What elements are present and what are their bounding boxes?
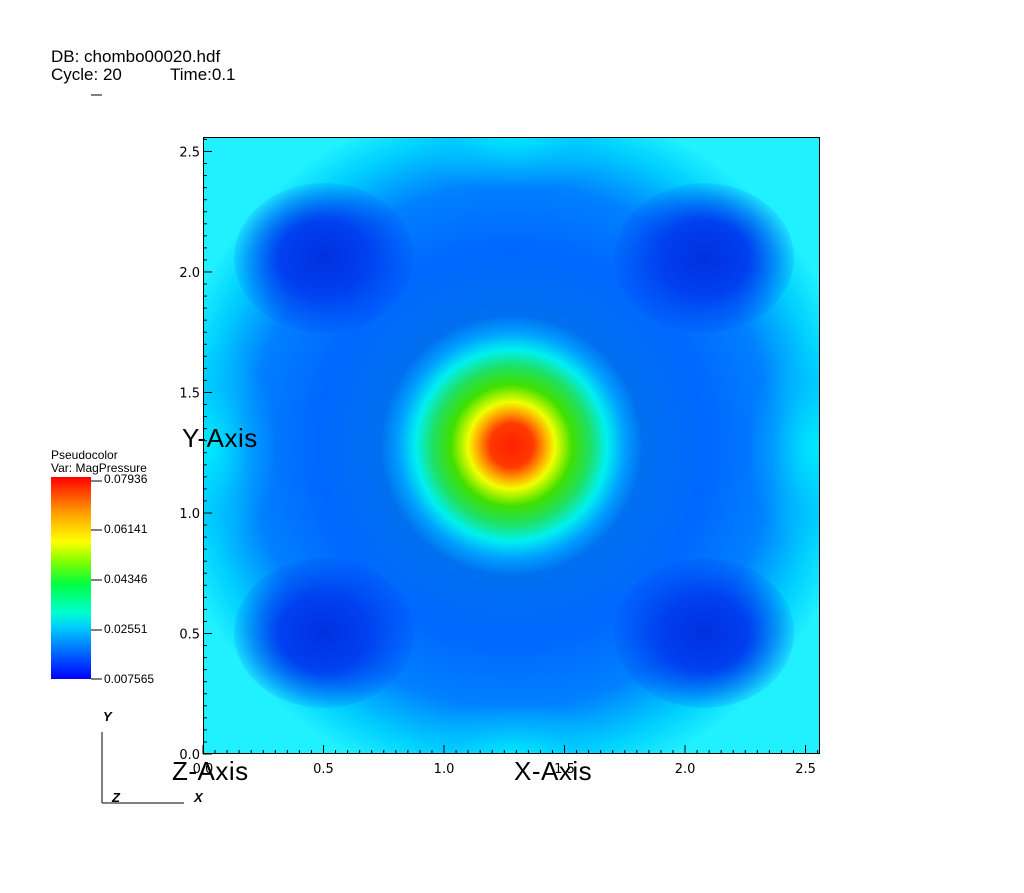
triad-z-label: Z (112, 790, 120, 805)
y-tick-label: 0.5 (179, 627, 200, 642)
low-region-top-left (234, 183, 414, 333)
legend-title: Pseudocolor (51, 448, 118, 462)
legend-variable: Var: MagPressure (51, 461, 147, 475)
glow-right (751, 348, 819, 548)
glow-top (414, 138, 614, 188)
colorbar-label: 0.06141 (104, 522, 148, 536)
colorbar-label-max: 0.07936 (104, 472, 148, 486)
glow-bottom (414, 705, 614, 753)
y-tick-label: 1.5 (179, 386, 200, 401)
x-tick-label: 0.5 (313, 762, 334, 777)
y-tick-label: 1.0 (179, 507, 200, 522)
colorbar-label: 0.04346 (104, 572, 148, 586)
x-tick-label: 2.5 (795, 762, 816, 777)
low-region-top-right (614, 183, 794, 333)
colorbar (51, 477, 91, 679)
y-axis-title: Y-Axis (182, 423, 258, 453)
triad-y-label: Y (103, 709, 112, 724)
z-axis-title: Z-Axis (172, 756, 249, 786)
pseudocolor-plot[interactable] (203, 137, 820, 754)
x-tick-label: 1.0 (434, 762, 455, 777)
y-tick-label: 2.5 (179, 145, 200, 160)
glow-left (204, 348, 274, 548)
cycle-label: Cycle: 20 (51, 65, 122, 84)
y-tick-label: 2.0 (179, 266, 200, 281)
low-region-bottom-left (234, 558, 414, 708)
time-label: Time:0.1 (170, 65, 236, 84)
database-label: DB: chombo00020.hdf (51, 47, 221, 66)
colorbar-label-min: 0.007565 (104, 672, 155, 686)
colorbar-label: 0.02551 (104, 622, 148, 636)
x-tick-label: 2.0 (675, 762, 696, 777)
triad-x-label: X (194, 790, 203, 805)
low-region-bottom-right (614, 558, 794, 708)
x-axis-title: X-Axis (514, 756, 593, 786)
